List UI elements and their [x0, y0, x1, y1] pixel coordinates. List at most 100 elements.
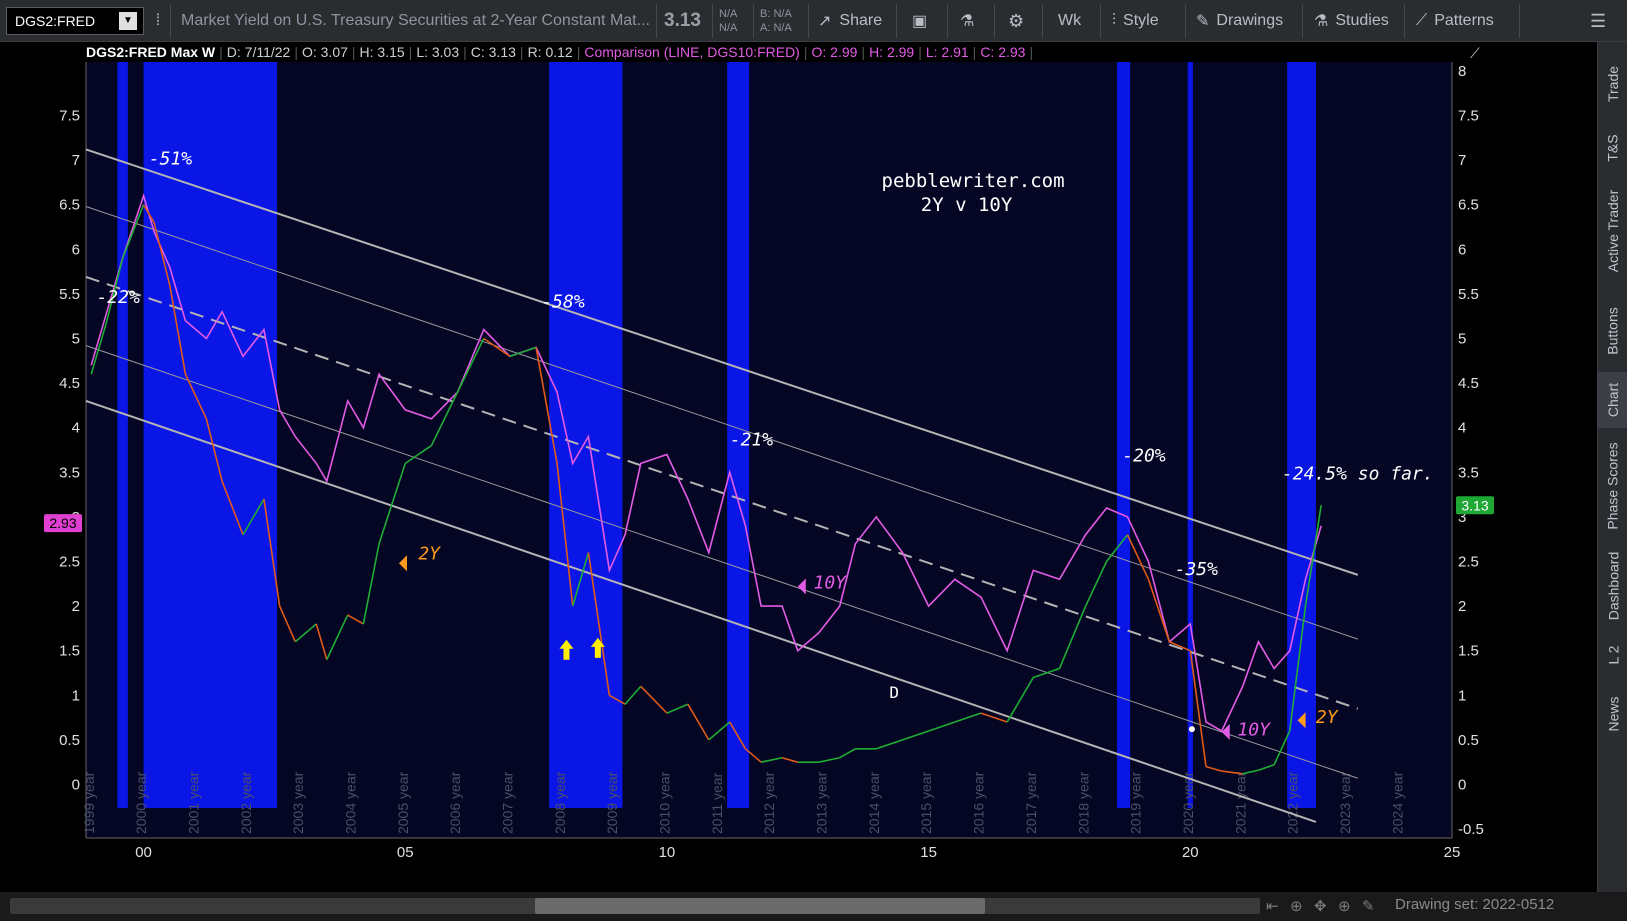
- series-2y-segment: [640, 685, 668, 714]
- left-tick-label: 6.5: [59, 197, 80, 214]
- menu-icon[interactable]: ☰: [1590, 10, 1607, 31]
- symbol-dropdown-icon[interactable]: ▼: [119, 12, 137, 30]
- sidebar-tab-label: Active Trader: [1605, 189, 1622, 273]
- symbol-text: DGS2:FRED: [15, 13, 96, 29]
- sidebar-tab-news[interactable]: News: [1598, 682, 1627, 746]
- sidebar-tab-label: L 2: [1604, 645, 1621, 665]
- series-2y-segment: [1169, 641, 1191, 652]
- annotation-text: -22%: [96, 287, 140, 308]
- chart-area[interactable]: 1999 year 2000 year 2001 year 2002 year 2003…: [0, 42, 1597, 892]
- sidebar-tab-buttons[interactable]: Buttons: [1598, 290, 1627, 372]
- plot-background: [86, 62, 1452, 838]
- sidebar-tab-chart[interactable]: Chart: [1598, 372, 1627, 428]
- left-tick-label: 0.5: [59, 732, 80, 749]
- info-open: O: 3.07: [301, 44, 348, 60]
- ask: A: N/A: [760, 22, 792, 34]
- highlight-band: [117, 62, 128, 808]
- series-2y-segment: [362, 543, 380, 625]
- period-selector[interactable]: Wk: [1058, 0, 1081, 42]
- annotation-text: -24.5% so far.: [1282, 463, 1434, 484]
- sidebar-tab-label: Chart: [1605, 382, 1622, 418]
- style-button[interactable]: ⫶ Style: [1112, 0, 1159, 42]
- series-2y-segment: [1221, 770, 1243, 775]
- series-2y-segment: [153, 222, 171, 286]
- annotation-text: -58%: [541, 291, 585, 312]
- last-price: 3.13: [664, 10, 701, 31]
- chart-svg[interactable]: 1999 year 2000 year 2001 year 2002 year 2003…: [0, 42, 1597, 892]
- year-marker-label: 2022 year: [1285, 771, 1301, 834]
- annotation-text: pebblewriter.com: [882, 170, 1065, 192]
- share-label: Share: [839, 12, 883, 29]
- share-button[interactable]: ↗ Share: [818, 0, 882, 42]
- series-2y-segment: [1288, 605, 1307, 732]
- drawing-tool-icon[interactable]: ✎: [1362, 898, 1375, 915]
- info-c-close: C: 2.93: [980, 44, 1026, 60]
- left-tick-label: 7: [72, 152, 80, 169]
- left-tick-label: 6: [72, 241, 80, 258]
- series-2y-segment: [1205, 765, 1222, 772]
- annotation-text: 10Y: [813, 572, 847, 593]
- sidebar-tab-trade[interactable]: Trade: [1598, 44, 1627, 124]
- style-label: Style: [1123, 12, 1159, 29]
- link-icon[interactable]: ⁞: [155, 12, 161, 29]
- year-marker-label: 2020 year: [1180, 771, 1196, 834]
- patterns-button[interactable]: ⟋ Patterns: [1416, 0, 1494, 42]
- series-2y-segment: [242, 498, 265, 536]
- bid-ask: B: N/A A: N/A: [760, 0, 792, 42]
- sidebar-tab-active-trader[interactable]: Active Trader: [1598, 172, 1627, 290]
- zoom-in-icon[interactable]: ⊕: [1338, 898, 1351, 915]
- series-2y-segment: [106, 258, 124, 321]
- sidebar-tab-l-2[interactable]: L 2: [1598, 628, 1627, 682]
- gear-icon[interactable]: ⚙: [1008, 10, 1025, 31]
- annotation-text: 2Y: [418, 544, 441, 565]
- left-tick-label: 3.5: [59, 464, 80, 481]
- chart-settings-icon[interactable]: ▣: [912, 13, 928, 30]
- series-2y-segment: [587, 552, 611, 696]
- annotation-text: -51%: [149, 149, 193, 170]
- series-2y-segment: [744, 748, 762, 763]
- series-2y-segment: [430, 391, 459, 446]
- highlight-band: [1287, 62, 1316, 808]
- triangle-marker: [1221, 723, 1230, 740]
- info-range: R: 0.12: [527, 44, 573, 60]
- sidebar-tab-t-s[interactable]: T&S: [1598, 124, 1627, 172]
- year-marker-label: 2015 year: [918, 771, 934, 834]
- series-2y-segment: [535, 347, 558, 464]
- studies-button[interactable]: ⚗ Studies: [1314, 0, 1389, 42]
- zoom-out-icon[interactable]: ⇤: [1266, 898, 1279, 915]
- na-2: N/A: [719, 22, 738, 34]
- sidebar-tab-dashboard[interactable]: Dashboard: [1598, 544, 1627, 628]
- drawings-button[interactable]: ✎ Drawings: [1196, 0, 1283, 42]
- left-tick-label: 2.5: [59, 553, 80, 570]
- series-2y-segment: [205, 418, 223, 482]
- x-tick-label: 15: [920, 844, 937, 861]
- info-c-high: H: 2.99: [869, 44, 915, 60]
- left-tick-label: 5.5: [59, 286, 80, 303]
- year-marker-label: 2003 year: [290, 771, 306, 834]
- right-tick-label: 6: [1458, 241, 1466, 258]
- left-tick-label: 2: [72, 598, 80, 615]
- series-2y-segment: [509, 346, 537, 358]
- triangle-marker: [1297, 712, 1306, 729]
- series-2y-segment: [760, 756, 783, 763]
- flask-small-icon: ⚗: [1314, 13, 1329, 30]
- pan-icon[interactable]: ✥: [1314, 898, 1327, 915]
- highlight-band: [549, 62, 623, 808]
- right-tick-label: 2: [1458, 598, 1466, 615]
- compare-price-tag: [44, 514, 82, 533]
- sidebar-tab-phase-scores[interactable]: Phase Scores: [1598, 428, 1627, 544]
- right-tick-label: 4.5: [1458, 375, 1479, 392]
- scroll-thumb[interactable]: [535, 898, 985, 914]
- left-tick-label: 5: [72, 331, 80, 348]
- time-scrollbar[interactable]: [10, 898, 1260, 914]
- crosshair-icon[interactable]: ⊕: [1290, 898, 1303, 915]
- series-2y-segment: [1126, 534, 1150, 580]
- flask-icon[interactable]: ⚗: [960, 13, 975, 30]
- na-1: N/A: [719, 8, 738, 20]
- channel-line: [85, 148, 1359, 576]
- sidebar-tab-label: News: [1605, 696, 1622, 732]
- series-2y-segment: [876, 739, 903, 750]
- symbol-input[interactable]: DGS2:FRED ▼: [6, 7, 144, 35]
- series-2y-segment: [294, 623, 317, 643]
- annotation-text: -35%: [1175, 559, 1219, 580]
